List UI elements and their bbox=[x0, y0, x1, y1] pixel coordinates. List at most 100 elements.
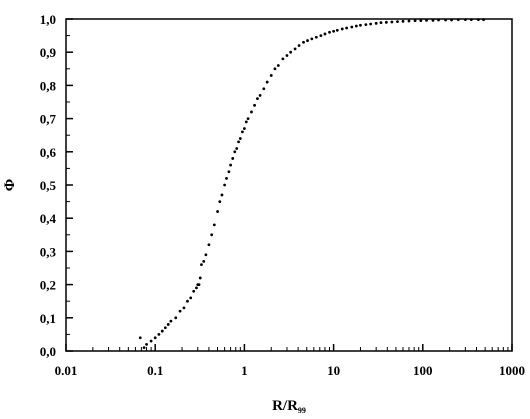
data-point bbox=[253, 103, 256, 107]
y-axis: 0,0 0,1 0,2 0,3 0,4 0,5 0,6 0,7 0,8 0,9 1,0 bbox=[40, 12, 73, 359]
data-point bbox=[189, 296, 193, 300]
data-point bbox=[212, 223, 216, 227]
data-point bbox=[153, 336, 157, 340]
y-tick-label: 0,6 bbox=[40, 145, 57, 160]
data-point bbox=[335, 28, 339, 32]
data-point bbox=[229, 163, 232, 167]
data-point bbox=[149, 339, 153, 343]
data-point bbox=[444, 18, 447, 22]
data-point bbox=[244, 120, 248, 124]
data-point bbox=[246, 117, 250, 120]
data-point bbox=[138, 336, 142, 340]
data-point bbox=[293, 47, 297, 51]
data-point bbox=[319, 34, 323, 37]
y-tick-label: 0,5 bbox=[40, 178, 57, 193]
data-point bbox=[265, 80, 269, 84]
data-point bbox=[350, 25, 354, 29]
data-point bbox=[354, 24, 358, 28]
plot-frame bbox=[65, 18, 513, 352]
data-point bbox=[233, 150, 237, 154]
data-point bbox=[238, 137, 242, 140]
data-point bbox=[198, 276, 202, 280]
x-axis-label: R/R99 bbox=[272, 398, 306, 415]
data-point bbox=[195, 286, 198, 290]
data-point bbox=[145, 342, 148, 346]
data-point bbox=[163, 326, 167, 330]
data-point bbox=[258, 93, 262, 97]
y-tick-label: 0,9 bbox=[40, 45, 57, 60]
data-point bbox=[390, 20, 394, 24]
y-tick-label: 0,1 bbox=[40, 311, 56, 326]
data-point bbox=[225, 176, 228, 180]
y-tick-label: 0,7 bbox=[40, 112, 57, 127]
data-point bbox=[235, 147, 239, 150]
y-tick-label: 0,2 bbox=[40, 278, 56, 293]
x-tick-label: 1000 bbox=[499, 363, 525, 378]
data-point bbox=[374, 21, 378, 25]
data-point bbox=[431, 18, 435, 22]
data-point bbox=[359, 23, 362, 27]
data-point bbox=[384, 20, 388, 24]
data-point bbox=[340, 27, 344, 31]
data-point bbox=[241, 130, 244, 134]
data-point bbox=[419, 19, 423, 23]
data-point bbox=[328, 30, 331, 34]
x-tick-label: 10 bbox=[327, 363, 340, 378]
data-point bbox=[197, 283, 201, 286]
data-point bbox=[364, 23, 368, 27]
y-tick-label: 0,8 bbox=[40, 78, 57, 93]
x-axis: 0.01 0.1 1 10 100 1000 bbox=[55, 344, 525, 378]
data-point bbox=[243, 127, 246, 130]
data-point bbox=[425, 18, 428, 22]
data-point bbox=[207, 243, 211, 247]
data-point bbox=[218, 200, 222, 204]
data-point bbox=[231, 157, 235, 160]
data-point bbox=[192, 289, 196, 293]
data-point bbox=[310, 37, 314, 41]
data-point bbox=[469, 18, 473, 22]
x-axis-label-subscript: 99 bbox=[298, 406, 306, 415]
data-point bbox=[178, 309, 182, 313]
data-point bbox=[216, 210, 219, 213]
data-point bbox=[345, 26, 349, 30]
x-axis-label-main: R/R bbox=[272, 398, 298, 414]
x-tick-label: 0.01 bbox=[55, 363, 78, 378]
data-point bbox=[396, 20, 399, 24]
data-point bbox=[379, 21, 383, 25]
data-point bbox=[186, 299, 189, 303]
data-point bbox=[281, 57, 285, 61]
plot-area bbox=[65, 18, 513, 352]
data-point bbox=[276, 64, 280, 67]
data-point bbox=[142, 346, 146, 350]
data-point bbox=[401, 19, 405, 23]
data-point bbox=[289, 50, 293, 54]
data-point bbox=[157, 333, 161, 336]
x-tick-label: 1 bbox=[241, 363, 248, 378]
data-point bbox=[204, 253, 208, 257]
x-tick-label: 0.1 bbox=[147, 363, 163, 378]
data-point bbox=[476, 18, 480, 22]
y-tick-label: 0,3 bbox=[40, 244, 57, 259]
data-point bbox=[482, 18, 485, 22]
data-point bbox=[413, 19, 417, 23]
data-point bbox=[160, 329, 164, 333]
data-point bbox=[237, 140, 240, 144]
data-point bbox=[314, 35, 318, 39]
data-point bbox=[169, 319, 173, 323]
data-point bbox=[262, 87, 266, 91]
data-point bbox=[273, 67, 277, 71]
data-point bbox=[200, 263, 203, 267]
data-point bbox=[450, 18, 453, 22]
data-point bbox=[182, 306, 186, 310]
data-point bbox=[407, 19, 411, 23]
data-point bbox=[227, 170, 231, 174]
data-point bbox=[256, 97, 259, 101]
data-point bbox=[174, 316, 178, 320]
data-points bbox=[138, 18, 485, 350]
data-point bbox=[463, 18, 467, 22]
data-point bbox=[250, 110, 253, 114]
data-point bbox=[269, 74, 273, 77]
data-point bbox=[202, 259, 206, 263]
data-point bbox=[302, 40, 305, 44]
